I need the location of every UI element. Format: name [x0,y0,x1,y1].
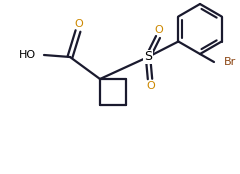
Text: Br: Br [224,57,236,67]
Text: O: O [147,81,155,91]
Text: O: O [75,19,83,29]
Text: HO: HO [19,50,36,60]
Text: O: O [155,25,163,35]
Text: S: S [144,50,152,64]
